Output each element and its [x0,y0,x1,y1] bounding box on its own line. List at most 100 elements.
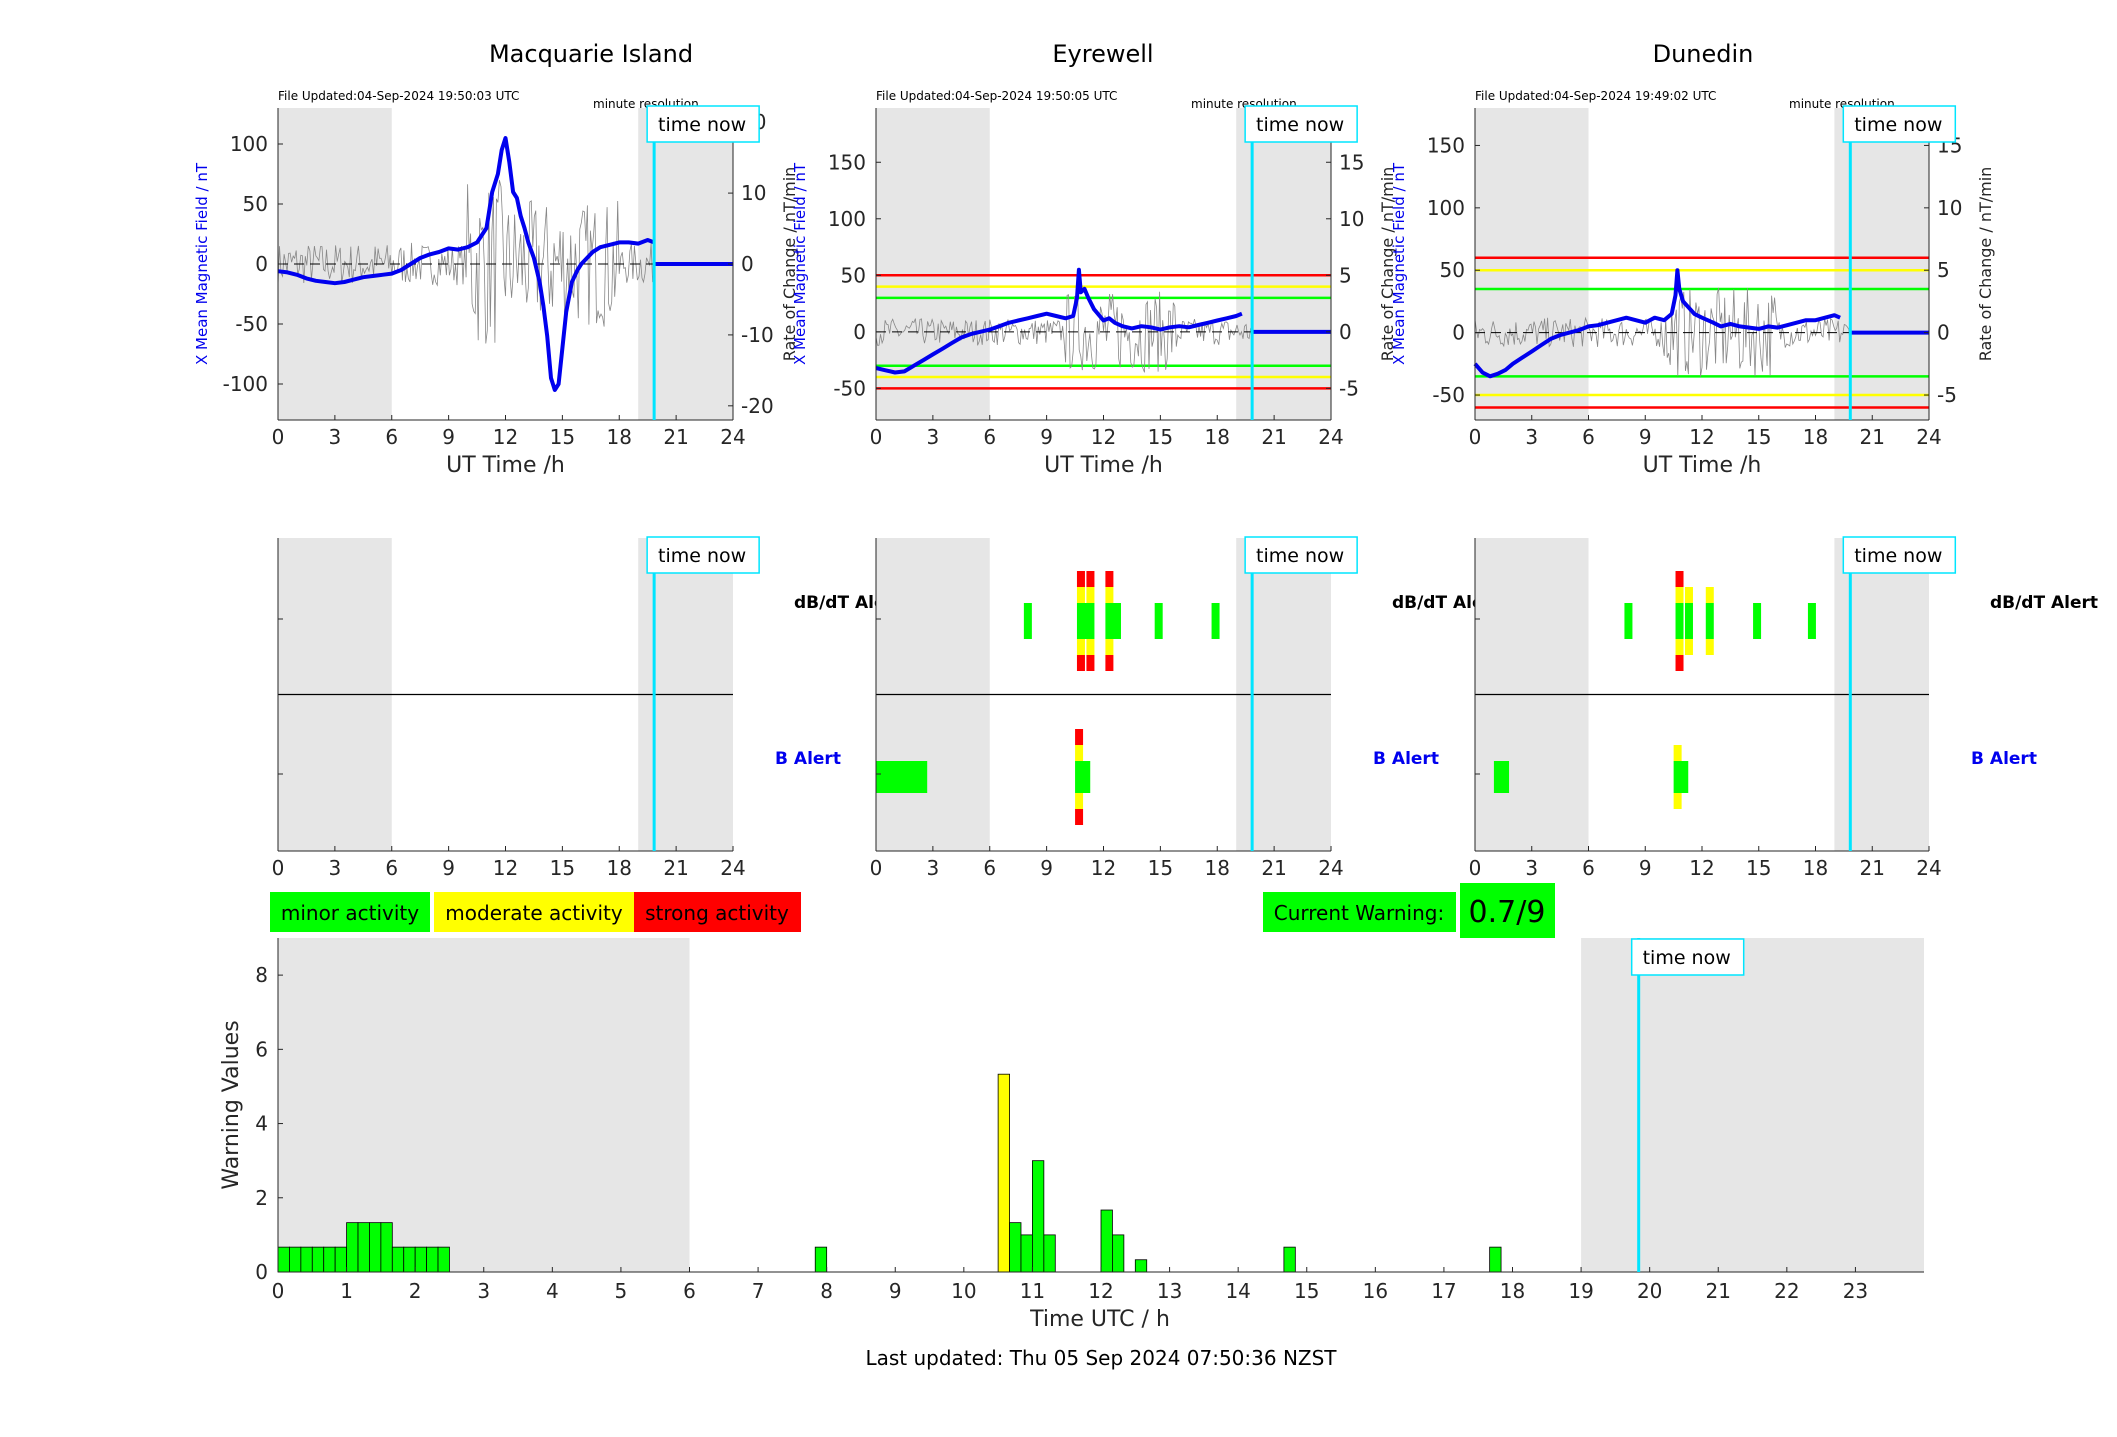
time-now-box [1842,536,1957,574]
b-alert-label: B Alert [775,749,841,769]
x-tick-label: 0 [272,1279,285,1303]
warning-bar [814,1246,828,1273]
y-tick-label: 8 [255,963,268,987]
x-tick-label: 3 [329,856,342,880]
x-tick-label: 12 [1088,1279,1113,1303]
dbdt-alert-mark [1675,587,1684,603]
x-tick-label: 21 [663,856,688,880]
warning-values-panel: 0 1 2 3 4 5 6 7 8 9 10 11 12 13 14 15 16 17 18 19 20 21 22 2302… [219,938,1924,1332]
dbdt-alert-mark [1675,603,1684,639]
field-panel-macquarie-island: Macquarie Island File Updated:04-Sep-2024… [193,40,799,478]
legend-strong-swatch [634,892,801,932]
dbdt-alert-mark [1086,655,1095,671]
x-tick-label: 24 [720,425,745,449]
y-left-tick-label: 100 [1427,196,1465,220]
dbdt-alert-mark [1086,639,1095,655]
x-axis-label: UT Time /h [1044,453,1163,478]
x-tick-label: 18 [1205,856,1230,880]
y-left-axis-label: X Mean Magnetic Field / nT [791,162,809,365]
warning-bar [346,1222,359,1273]
dbdt-alert-mark [1753,603,1762,639]
dbdt-alert-mark [1684,639,1693,655]
warning-bar [1009,1222,1022,1273]
y-right-axis-label: Rate of Change / nT/min [1378,167,1397,362]
warning-bar [323,1246,336,1273]
x-tick-label: 15 [1294,1279,1319,1303]
b-alert-label: B Alert [1373,749,1439,769]
y-tick-label: 2 [255,1186,268,1210]
alerts-macquarie: 0 3 6 9 12 15 18 21 24 dB/dT Alert B Alert time now [272,536,902,880]
x-tick-label: 3 [927,425,940,449]
x-tick-label: 3 [329,425,342,449]
time-now-box [1842,105,1957,143]
dbdt-alert-mark [1086,587,1095,603]
alert-panels: 0 3 6 9 12 15 18 21 24 dB/dT Alert B Alert time now… [272,536,2098,880]
rate-of-change-trace [277,180,655,344]
dbdt-alert-mark [1023,603,1032,639]
y-left-tick-label: 0 [255,252,268,276]
dbdt-alert-mark [1105,587,1114,603]
y-left-axis-label: X Mean Magnetic Field / nT [193,162,211,365]
warning-bar [311,1246,325,1273]
warning-bar [437,1246,450,1273]
x-tick-label: 6 [683,1279,696,1303]
y-axis-label: Warning Values [219,1020,244,1189]
b-alert-mark [1075,793,1084,809]
mean-field-line [1473,268,1841,379]
time-now-label: time now [1854,114,1942,136]
x-tick-label: 9 [442,856,455,880]
warning-bar [1043,1234,1056,1273]
b-alert-mark [1680,761,1689,793]
x-tick-label: 9 [1040,856,1053,880]
x-tick-label: 3 [1525,856,1538,880]
dbdt-alert-mark [1112,603,1121,639]
x-tick-label: 18 [1803,425,1828,449]
x-tick-label: 23 [1843,1279,1868,1303]
b-alert-mark [1075,729,1084,745]
dbdt-alert-label: dB/dT Alert [1990,593,2098,613]
time-now-label: time now [1643,947,1731,969]
y-left-tick-label: 50 [841,263,866,287]
b-alert-mark [876,761,928,793]
y-left-tick-label: 150 [1427,133,1465,157]
x-tick-label: 18 [1205,425,1230,449]
b-alert-mark [1075,745,1084,761]
y-tick-label: 4 [255,1112,268,1136]
time-now-label: time now [658,545,746,567]
b-alert-label: B Alert [1971,749,2037,769]
current-warning-value: 0.7/9 [1469,895,1546,930]
x-tick-label: 15 [1148,856,1173,880]
x-tick-label: 5 [615,1279,628,1303]
x-tick-label: 15 [1746,425,1771,449]
b-alert-mark [1081,761,1091,793]
y-left-tick-label: 0 [1452,321,1465,345]
x-tick-label: 12 [1091,856,1116,880]
y-tick-label: 6 [255,1037,268,1061]
x-tick-label: 9 [1639,856,1652,880]
warning-bar [1020,1234,1033,1273]
dbdt-alert-mark [1081,603,1090,639]
x-axis-label: UT Time /h [446,453,565,478]
legend-moderate-label: moderate activity [445,901,623,925]
dbdt-alert-label: dB/dT Alert [1392,593,1500,613]
file-updated-text: File Updated:04-Sep-2024 19:50:03 UTC [278,89,519,103]
x-tick-label: 21 [1261,856,1286,880]
legend-strong-label: strong activity [645,901,789,925]
rate-of-change-trace [875,291,1253,373]
y-left-tick-label: 50 [243,192,268,216]
x-tick-label: 21 [1261,425,1286,449]
x-tick-label: 6 [983,856,996,880]
warning-bar [369,1222,382,1273]
x-tick-label: 15 [1746,856,1771,880]
dbdt-alert-mark [1086,603,1095,639]
x-tick-label: 12 [1689,425,1714,449]
current-warning-label: Current Warning: [1274,901,1444,925]
x-tick-label: 6 [1582,425,1595,449]
dbdt-alert-mark [1807,603,1816,639]
legend-moderate-swatch [434,892,634,932]
warning-bar [1032,1160,1045,1273]
x-tick-label: 15 [550,856,575,880]
y-left-tick-label: -50 [1432,383,1465,407]
warning-bar [403,1246,416,1273]
y-right-tick-label: 0 [741,252,754,276]
